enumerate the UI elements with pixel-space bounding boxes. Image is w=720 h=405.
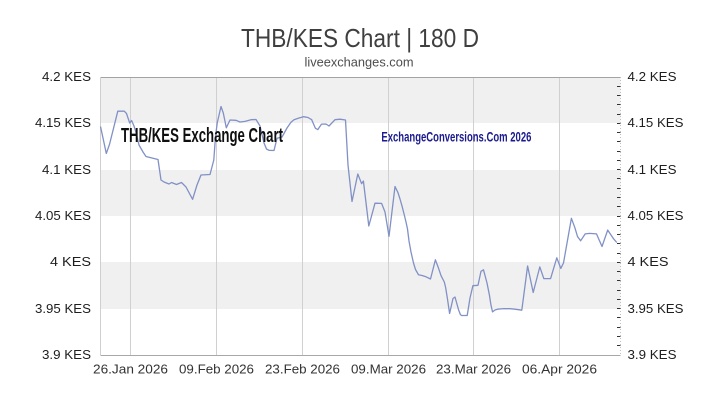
svg-text:06.Apr 2026: 06.Apr 2026 (522, 361, 597, 376)
svg-text:3.95 KES: 3.95 KES (628, 301, 684, 316)
svg-text:4.1 KES: 4.1 KES (628, 162, 677, 177)
svg-text:4.2 KES: 4.2 KES (42, 69, 91, 84)
svg-text:09.Feb 2026: 09.Feb 2026 (179, 361, 254, 376)
svg-text:4 KES: 4 KES (628, 254, 669, 269)
svg-text:26.Jan 2026: 26.Jan 2026 (93, 361, 168, 376)
svg-text:liveexchanges.com: liveexchanges.com (305, 55, 414, 70)
svg-text:3.95 KES: 3.95 KES (35, 301, 91, 316)
svg-text:4.05 KES: 4.05 KES (35, 208, 91, 223)
svg-text:THB/KES Exchange Chart: THB/KES Exchange Chart (121, 125, 283, 147)
svg-text:4.1 KES: 4.1 KES (42, 162, 91, 177)
svg-text:3.9 KES: 3.9 KES (628, 347, 677, 362)
svg-text:23.Feb 2026: 23.Feb 2026 (265, 361, 340, 376)
svg-text:4 KES: 4 KES (50, 254, 91, 269)
svg-text:ExchangeConversions.Com 2026: ExchangeConversions.Com 2026 (381, 129, 531, 145)
svg-text:THB/KES Chart | 180 D: THB/KES Chart | 180 D (241, 23, 479, 53)
svg-text:4.2 KES: 4.2 KES (628, 69, 677, 84)
svg-text:4.05 KES: 4.05 KES (628, 208, 684, 223)
svg-text:3.9 KES: 3.9 KES (42, 347, 91, 362)
svg-text:4.15 KES: 4.15 KES (35, 115, 91, 130)
svg-text:4.15 KES: 4.15 KES (628, 115, 684, 130)
svg-text:23.Mar 2026: 23.Mar 2026 (436, 361, 511, 376)
svg-text:09.Mar 2026: 09.Mar 2026 (351, 361, 426, 376)
